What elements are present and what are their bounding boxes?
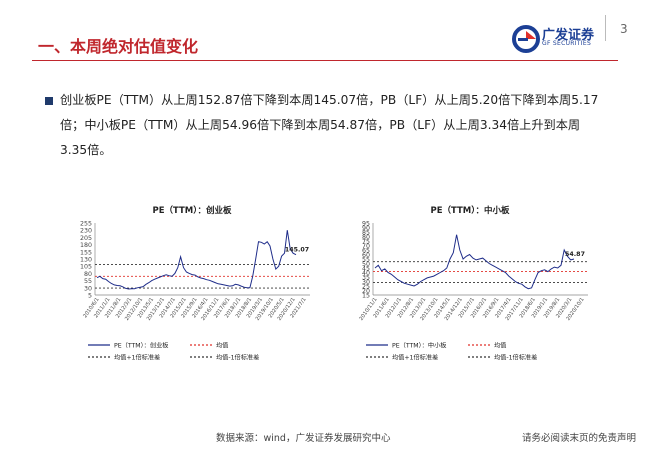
y-tick-label: 255: [80, 221, 92, 228]
last-value-label: 145.07: [285, 247, 309, 254]
chart-chinext-pe: PE（TTM）：创业板 5 30 55 80 105 130 155 180 205 230 255 2…: [62, 200, 322, 390]
y-tick-label: 65: [362, 248, 370, 255]
legend-upper-label: 均值+1倍标准差: [114, 353, 160, 361]
series-line: [374, 234, 575, 290]
y-tick-label: 35: [362, 275, 370, 282]
chart-sme-pe: PE（TTM）：中小板 15 20 25 30 35 40 45 50 55 60 65 70 75 80 8…: [340, 200, 600, 390]
last-value-label: 54.87: [565, 251, 585, 258]
y-tick-label: 60: [362, 252, 370, 259]
legend-mean-label: 均值: [216, 341, 228, 349]
page-number: 3: [620, 22, 628, 36]
data-source: 数据来源：wind，广发证券发展研究中心: [216, 433, 391, 444]
y-tick-label: 180: [80, 242, 92, 249]
summary-text: 创业板PE（TTM）从上周152.87倍下降到本周145.07倍，PB（LF）从…: [60, 93, 599, 157]
y-tick-label: 70: [362, 243, 370, 250]
legend-lower-label: 均值-1倍标准差: [216, 353, 259, 361]
y-tick-label: 155: [80, 249, 92, 256]
y-tick-label: 130: [80, 257, 92, 264]
chart-svg: PE（TTM）：中小板 15202530354045505560657075808…: [358, 205, 588, 361]
y-tick-label: 95: [362, 221, 370, 228]
y-tick-label: 205: [80, 235, 92, 242]
y-tick-label: 40: [362, 270, 370, 277]
logo-mark-icon: [512, 25, 540, 53]
y-tick-label: 80: [362, 234, 370, 241]
logo-subtext: GF SECURITIES: [542, 40, 592, 47]
y-tick-label: 230: [80, 228, 92, 235]
legend-lower-label: 均值-1倍标准差: [494, 353, 537, 361]
y-tick-label: 5: [88, 293, 92, 300]
disclaimer: 请务必阅读末页的免责声明: [522, 433, 637, 444]
y-tick-label: 55: [362, 257, 370, 264]
legend-upper-label: 均值+1倍标准差: [392, 353, 438, 361]
y-tick-label: 50: [362, 261, 370, 268]
title-underline: [32, 60, 618, 61]
legend-series-label: PE（TTM）：创业板: [114, 341, 168, 349]
bullet-square-icon: [45, 97, 53, 105]
page-title: 一、本周绝对估值变化: [38, 37, 199, 56]
header-divider: [605, 15, 606, 41]
legend-series-label: PE（TTM）：中小板: [392, 341, 446, 349]
logo-text: 广发证券: [542, 28, 595, 43]
y-tick-label: 30: [84, 285, 92, 292]
y-tick-label: 20: [362, 288, 370, 295]
legend-mean-label: 均值: [494, 341, 506, 349]
chart-title: PE（TTM）：中小板: [430, 205, 510, 216]
chart-svg: PE（TTM）：创业板53055801051301551802052302552…: [80, 205, 310, 361]
y-tick-label: 80: [84, 271, 92, 278]
y-tick-label: 15: [362, 293, 370, 300]
y-tick-label: 75: [362, 239, 370, 246]
y-tick-label: 25: [362, 284, 370, 291]
y-tick-label: 85: [362, 230, 370, 237]
y-tick-label: 105: [80, 264, 92, 271]
series-line: [96, 230, 297, 290]
brand-logo: 广发证券 GF SECURITIES: [512, 23, 622, 55]
y-tick-label: 30: [362, 279, 370, 286]
y-tick-label: 90: [362, 225, 370, 232]
chart-title: PE（TTM）：创业板: [152, 205, 232, 216]
y-tick-label: 45: [362, 266, 370, 273]
y-tick-label: 55: [84, 278, 92, 285]
